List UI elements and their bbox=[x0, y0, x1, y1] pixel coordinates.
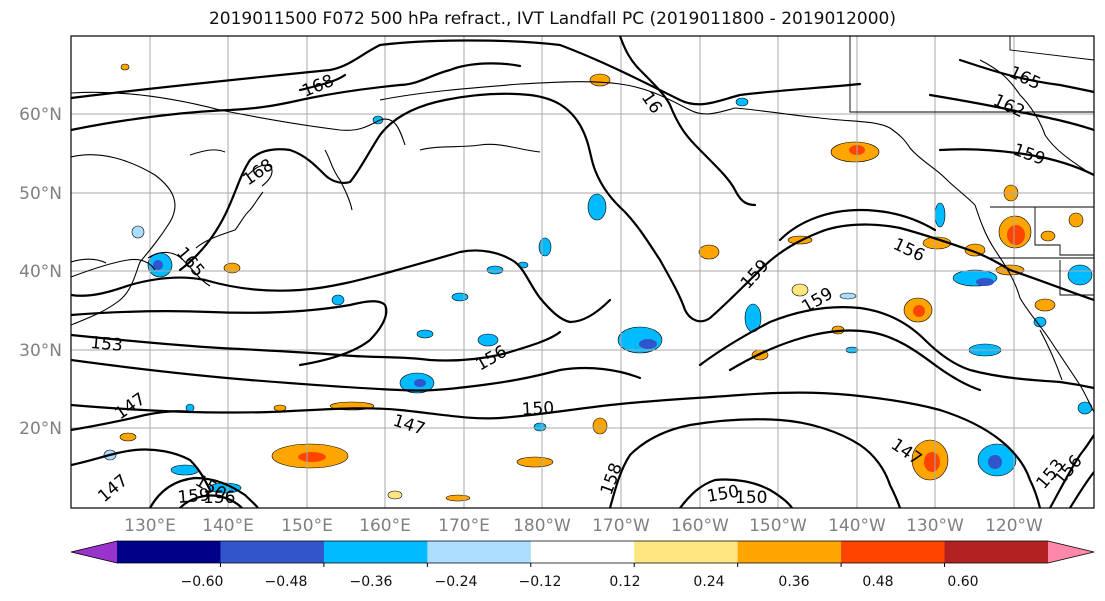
colorbar-tick-label: 0.60 bbox=[947, 574, 978, 590]
contour-label: 168 bbox=[299, 71, 337, 102]
colorbar-swatch bbox=[841, 541, 946, 563]
colorbar-tick-label: −0.48 bbox=[265, 574, 308, 590]
lon-label: 130°E bbox=[124, 516, 176, 536]
lon-label: 120°W bbox=[985, 516, 1043, 536]
contours bbox=[71, 36, 1094, 508]
colorbar-extend-low bbox=[71, 541, 117, 563]
colorbar-tick-label: −0.60 bbox=[181, 574, 224, 590]
contour-label: 147 bbox=[390, 411, 427, 440]
contour-label: 150 bbox=[521, 398, 554, 420]
lat-label-60n: 60°N bbox=[19, 105, 62, 125]
lon-label: 130°W bbox=[906, 516, 964, 536]
contour-labels: 168 168 165 16 165 162 159 156 159 159 1… bbox=[90, 62, 1087, 508]
map-title: 2019011500 F072 500 hPa refract., IVT La… bbox=[208, 9, 896, 29]
colorbar-tick-label: −0.24 bbox=[435, 574, 478, 590]
lon-label: 170°W bbox=[592, 516, 650, 536]
lon-label: 150°E bbox=[281, 516, 333, 536]
colorbar-tick-label: −0.12 bbox=[519, 574, 562, 590]
contour-label: 153 bbox=[90, 333, 124, 356]
colorbar-tick-label: 0.48 bbox=[862, 574, 893, 590]
contour-label: 159 bbox=[177, 485, 211, 508]
coastlines bbox=[71, 36, 1094, 413]
contour-label: 156 bbox=[890, 234, 928, 266]
latitude-labels: 60°N 50°N 40°N 30°N 20°N bbox=[19, 105, 62, 439]
shaded-anomalies bbox=[103, 63, 1093, 502]
lon-label: 150°W bbox=[749, 516, 807, 536]
colorbar-swatch bbox=[634, 541, 739, 563]
lon-label: 170°E bbox=[438, 516, 490, 536]
colorbar-tick-label: −0.36 bbox=[350, 574, 393, 590]
contour-label: 158 bbox=[597, 460, 627, 497]
graticule bbox=[71, 36, 1094, 508]
lat-label-40n: 40°N bbox=[19, 262, 62, 282]
colorbar-labels: −0.60 −0.48 −0.36 −0.24 −0.12 0.12 0.24 … bbox=[181, 574, 979, 590]
contour-label: 168 bbox=[239, 155, 277, 190]
lat-label-30n: 30°N bbox=[19, 341, 62, 361]
colorbar-swatch bbox=[530, 541, 635, 563]
lon-label: 160°W bbox=[671, 516, 729, 536]
colorbar-tick-label: 0.12 bbox=[609, 574, 640, 590]
contour-label: 156 bbox=[203, 488, 235, 508]
contour-label: 147 bbox=[94, 471, 132, 507]
colorbar-swatch bbox=[944, 541, 1049, 563]
colorbar-tick-label: 0.36 bbox=[778, 574, 809, 590]
colorbar-extend-high bbox=[1048, 541, 1094, 563]
colorbar-swatch bbox=[427, 541, 532, 563]
longitude-labels: 130°E 140°E 150°E 160°E 170°E 180°W 170°… bbox=[124, 516, 1043, 536]
lat-label-20n: 20°N bbox=[19, 419, 62, 439]
contour-label: 156 bbox=[1051, 451, 1087, 489]
contour-label: 162 bbox=[990, 90, 1028, 122]
map-plot-area: 168 168 165 16 165 162 159 156 159 159 1… bbox=[71, 36, 1094, 508]
colorbar-swatch bbox=[737, 541, 842, 563]
contour-label: 159 bbox=[1010, 140, 1047, 170]
contour-label: 156 bbox=[473, 342, 511, 376]
lon-label: 140°W bbox=[828, 516, 886, 536]
colorbar-swatch bbox=[220, 541, 325, 563]
colorbar-outline bbox=[70, 540, 1095, 564]
contour-label: 150 bbox=[735, 488, 767, 508]
colorbar-tick-label: 0.24 bbox=[693, 574, 724, 590]
colorbar-swatch bbox=[323, 541, 428, 563]
plot-frame bbox=[70, 35, 1095, 509]
lon-label: 180°W bbox=[513, 516, 571, 536]
lon-label: 160°E bbox=[359, 516, 411, 536]
contour-label: 165 bbox=[1006, 62, 1044, 94]
colorbar-swatch bbox=[117, 541, 221, 563]
colorbar bbox=[70, 540, 1095, 567]
lon-label: 140°E bbox=[202, 516, 254, 536]
lat-label-50n: 50°N bbox=[19, 184, 62, 204]
